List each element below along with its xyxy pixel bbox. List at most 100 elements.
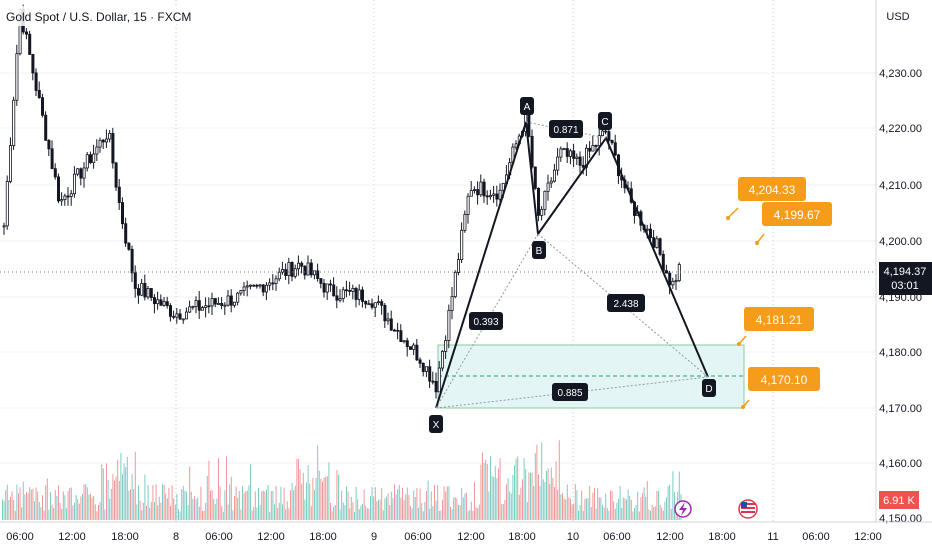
volume-bar — [58, 485, 59, 520]
price-alerts[interactable]: 4,204.33 4,199.67 4,181.21 4,170.10 — [726, 177, 832, 409]
alert-4170[interactable]: 4,170.10 — [741, 367, 820, 409]
volume-bar — [219, 486, 221, 520]
currency-button[interactable]: USD — [883, 6, 915, 26]
point-a[interactable]: A — [520, 97, 534, 115]
alert-4204[interactable]: 4,204.33 — [726, 177, 806, 220]
candle-body — [677, 264, 681, 282]
candle-body — [300, 262, 304, 267]
volume-bar — [128, 490, 130, 520]
candle-body — [127, 242, 131, 250]
volume-bar — [546, 470, 547, 520]
time-tick-label: 12:00 — [257, 531, 285, 543]
candle-body — [47, 139, 51, 150]
volume-bar — [387, 493, 389, 520]
volume-bar — [378, 499, 379, 520]
volume-bar — [288, 508, 290, 520]
volume-bar — [408, 495, 410, 520]
volume-bar — [117, 459, 119, 520]
volume-bar — [454, 497, 456, 520]
point-x[interactable]: X — [429, 415, 443, 433]
candle — [488, 189, 492, 200]
candle — [677, 262, 681, 283]
ratio-xb[interactable]: 0.393 — [469, 312, 503, 330]
volume-bar — [379, 499, 381, 520]
candle-body — [85, 154, 89, 169]
candle-body — [162, 301, 166, 306]
volume-bar — [149, 507, 151, 520]
candle — [140, 278, 144, 297]
volume-bar — [157, 505, 159, 520]
us-flag-icon[interactable] — [738, 499, 758, 519]
candle — [60, 192, 64, 206]
volume-bar — [438, 510, 440, 520]
volume-bar — [382, 510, 384, 520]
volume-bar — [43, 510, 45, 520]
ratio-bd[interactable]: 2.438 — [607, 294, 645, 312]
ratio-ac[interactable]: 0.871 — [549, 120, 583, 138]
candle — [569, 148, 573, 165]
volume-bar — [550, 467, 552, 520]
volume-bar — [110, 489, 112, 520]
candle-body — [604, 130, 608, 133]
bolt-icon[interactable] — [674, 500, 692, 518]
volume-bar — [290, 490, 291, 520]
volume-bar — [472, 510, 474, 520]
target-zone[interactable] — [437, 344, 745, 409]
event-icons[interactable] — [674, 499, 758, 519]
volume-bar — [475, 507, 477, 520]
time-axis-labels[interactable]: 06:00 12:00 18:00 8 06:00 12:00 18:00 9 06:00 12:… — [6, 531, 882, 543]
volume-bar — [637, 491, 639, 520]
volume-bar — [123, 463, 125, 520]
volume-bar — [222, 511, 224, 520]
point-d[interactable]: D — [702, 379, 716, 397]
ratio-xd[interactable]: 0.885 — [552, 383, 588, 401]
candle-body — [223, 304, 227, 307]
volume-bar — [130, 489, 131, 520]
volume-bar — [307, 465, 309, 520]
candle — [268, 278, 272, 291]
volume-bar — [570, 498, 571, 520]
candle-body — [184, 311, 188, 320]
volume-bar — [458, 505, 459, 520]
harmonic-pattern[interactable]: 0.393 0.871 2.438 0.885 X A B C — [429, 97, 716, 433]
symbol-title[interactable]: Gold Spot / U.S. Dollar, 15 · FXCM — [6, 10, 191, 24]
alert-4181[interactable]: 4,181.21 — [737, 307, 814, 346]
candle-body — [284, 269, 288, 276]
volume-bar — [459, 505, 461, 520]
point-c[interactable]: C — [598, 112, 612, 130]
candle-body — [290, 261, 294, 277]
candle-body — [421, 362, 425, 372]
volume-bar — [602, 504, 603, 520]
candle-body — [386, 318, 390, 322]
candle — [149, 287, 153, 302]
alert-4199[interactable]: 4,199.67 — [755, 202, 832, 245]
volume-bar — [280, 486, 282, 520]
candle — [223, 302, 227, 315]
candle — [121, 197, 125, 229]
volume-bar — [254, 491, 256, 520]
price-scale[interactable] — [876, 0, 932, 522]
time-tick-label: 8 — [173, 531, 179, 543]
time-tick-label: 06:00 — [6, 531, 34, 543]
price-tick-label: 4,180.00 — [879, 347, 922, 359]
volume-bar — [163, 484, 165, 520]
volume-bar — [416, 487, 418, 520]
volume-bar — [363, 489, 365, 520]
volume-bar — [418, 507, 419, 520]
volume-bar — [18, 493, 19, 520]
volume-bar — [32, 488, 34, 520]
volume-bar — [398, 484, 400, 520]
volume-bar — [592, 492, 594, 520]
point-b[interactable]: B — [532, 241, 546, 259]
candle — [41, 93, 45, 118]
volume-bar — [178, 509, 179, 520]
candle — [437, 361, 441, 393]
candle-body — [280, 269, 284, 273]
candle — [284, 263, 288, 280]
candle — [354, 286, 358, 308]
volume-bar — [266, 489, 267, 520]
volume-bar — [480, 464, 482, 520]
candle-body — [562, 148, 566, 150]
candle — [344, 280, 348, 298]
